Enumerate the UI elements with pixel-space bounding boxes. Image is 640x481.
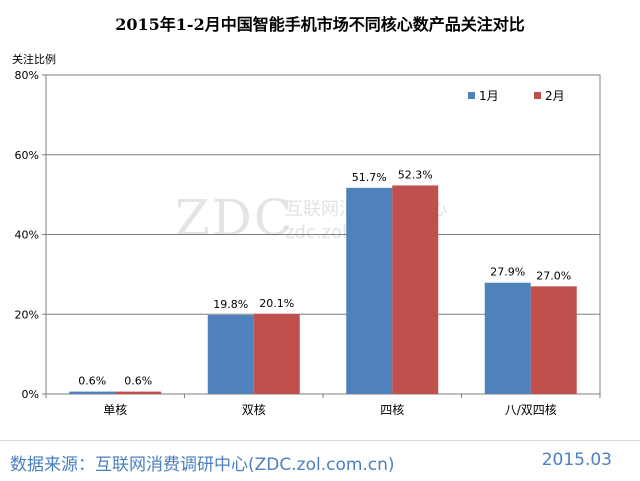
bar-2 xyxy=(392,185,439,394)
bar-2 xyxy=(253,313,300,394)
data-label: 27.9% xyxy=(490,266,525,279)
data-label: 0.6% xyxy=(78,375,106,388)
x-tick-label: 八/双四核 xyxy=(505,403,557,417)
y-tick-label: 20% xyxy=(15,308,39,321)
y-tick-label: 40% xyxy=(15,229,39,242)
legend-label-2: 2月 xyxy=(545,89,565,103)
x-tick-label: 双核 xyxy=(242,403,266,417)
legend-label-1: 1月 xyxy=(479,89,499,103)
y-axis-label: 关注比例 xyxy=(12,52,56,66)
footer: 数据来源：互联网消费调研中心(ZDC.zol.com.cn) 2015.03 xyxy=(0,440,640,481)
data-label: 51.7% xyxy=(352,171,387,184)
legend-swatch-1 xyxy=(468,92,475,99)
legend-swatch-2 xyxy=(534,92,541,99)
watermark-logo: ZDC xyxy=(175,189,294,247)
y-tick-label: 0% xyxy=(22,388,39,401)
bar-1 xyxy=(69,391,116,394)
chart-title: 2015年1-2月中国智能手机市场不同核心数产品关注对比 xyxy=(115,15,524,34)
bar-1 xyxy=(484,282,531,394)
bar-1 xyxy=(346,187,393,394)
x-tick-label: 四核 xyxy=(380,403,404,417)
bar-2 xyxy=(115,391,162,394)
data-label: 20.1% xyxy=(259,297,294,310)
bar-1 xyxy=(207,315,254,394)
y-tick-label: 60% xyxy=(15,149,39,162)
bar-2 xyxy=(530,286,577,394)
x-tick-label: 单核 xyxy=(103,403,127,417)
bar-chart: 2015年1-2月中国智能手机市场不同核心数产品关注对比 关注比例 ZDC 互联… xyxy=(12,15,601,417)
data-label: 52.3% xyxy=(398,168,433,181)
y-tick-label: 80% xyxy=(15,69,39,82)
data-label: 27.0% xyxy=(536,269,571,282)
report-date: 2015.03 xyxy=(541,450,612,470)
data-label: 19.8% xyxy=(213,298,248,311)
plot-area: 0% 20% 40% 60% 80% 单核 0.6% 0.6% 双核 19.8% 20.1% 四核 51… xyxy=(15,69,601,417)
data-source-text: 数据来源：互联网消费调研中心(ZDC.zol.com.cn) xyxy=(10,455,395,475)
data-label: 0.6% xyxy=(124,375,152,388)
